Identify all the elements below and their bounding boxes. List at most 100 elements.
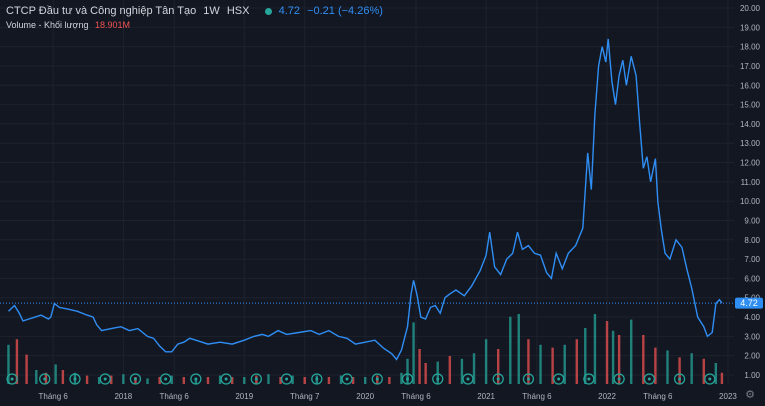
- interval[interactable]: 1W: [203, 5, 220, 17]
- event-marker-dot: [285, 377, 289, 381]
- volume-bar: [702, 358, 705, 384]
- event-marker-ring: [99, 373, 111, 385]
- x-tick-label: 2020: [356, 392, 374, 401]
- volume-bar: [714, 363, 718, 384]
- volume-bar: [617, 335, 621, 384]
- y-tick-label: 3.00: [744, 332, 760, 341]
- event-marker-icon: [583, 373, 595, 385]
- volume-bar: [54, 364, 57, 384]
- x-tick-label: 2021: [477, 392, 495, 401]
- y-tick-label: 16.00: [740, 81, 761, 90]
- event-marker-dot: [133, 377, 137, 381]
- volume-bar: [351, 377, 355, 384]
- x-axis: Tháng 6 2018 Tháng 6 2019 Tháng 7 2020 Tháng 6…: [39, 392, 738, 401]
- volume-bar: [35, 370, 38, 384]
- volume-bar: [400, 372, 403, 384]
- volume-bar: [563, 344, 566, 384]
- volume-bar: [388, 377, 391, 384]
- volume-bar: [509, 316, 512, 384]
- market-status-icon: [264, 7, 272, 15]
- volume-bar: [15, 339, 19, 384]
- event-marker-dot: [43, 377, 47, 381]
- volume-bar: [363, 377, 367, 384]
- event-marker-icon: [39, 373, 51, 385]
- volume-bar: [230, 377, 234, 384]
- volume-bar: [605, 321, 609, 384]
- volume-bar: [218, 375, 222, 384]
- volume-bar: [25, 354, 28, 384]
- last-price: 4.72: [278, 5, 300, 17]
- volume-bar: [206, 377, 210, 384]
- event-marker-icon: [673, 373, 686, 385]
- event-marker-ring: [311, 373, 323, 385]
- event-marker-icon: [190, 373, 202, 385]
- event-marker-dot: [678, 377, 682, 381]
- event-marker-dot: [496, 377, 500, 381]
- event-marker-ring: [462, 373, 474, 385]
- event-marker-icon: [250, 373, 263, 385]
- volume-bar: [122, 374, 125, 384]
- event-marker-ring: [371, 373, 383, 385]
- event-marker-icon: [462, 373, 474, 385]
- settings-gear-icon[interactable]: ⚙: [745, 389, 755, 401]
- event-marker-dot: [708, 377, 712, 381]
- event-marker-ring: [583, 373, 595, 385]
- event-marker-ring: [341, 373, 353, 385]
- symbol-name[interactable]: CTCP Đầu tư và Công nghiệp Tân Tạo: [6, 5, 197, 17]
- y-tick-label: 4.00: [744, 313, 760, 322]
- volume-bar: [472, 353, 476, 384]
- volume-bar: [436, 361, 439, 384]
- event-marker-dot: [557, 377, 561, 381]
- x-tick-label: Tháng 7: [290, 392, 320, 401]
- event-marker-ring: [250, 373, 263, 385]
- y-tick-label: 17.00: [740, 62, 761, 71]
- volume-bar: [666, 350, 669, 384]
- volume-bar: [170, 375, 173, 384]
- volume-bar: [484, 339, 488, 384]
- event-marker-dot: [224, 377, 228, 381]
- event-marker-dot: [315, 377, 319, 381]
- x-tick-label: Tháng 6: [643, 392, 673, 401]
- event-marker-icon: [129, 373, 142, 385]
- volume-bar: [424, 363, 427, 384]
- volume-bar: [7, 344, 10, 384]
- y-tick-label: 6.00: [744, 274, 760, 283]
- volume-bar: [517, 314, 520, 384]
- symbol-legend: CTCP Đầu tư và Công nghiệp Tân Tạo 1W HS…: [6, 5, 387, 17]
- y-tick-label: 12.00: [740, 159, 761, 168]
- volume-label: Volume - Khối lượng: [6, 20, 89, 30]
- event-marker-ring: [39, 373, 51, 385]
- x-tick-label: Tháng 6: [522, 392, 552, 401]
- event-marker-dot: [103, 377, 107, 381]
- price-line: [8, 38, 723, 361]
- volume-bar: [584, 328, 587, 384]
- volume-bar: [327, 377, 331, 384]
- event-marker-dot: [587, 377, 591, 381]
- event-marker-dot: [647, 377, 651, 381]
- event-marker-dot: [436, 377, 440, 381]
- event-marker-icon: [553, 373, 565, 385]
- y-tick-label: 18.00: [740, 43, 761, 52]
- volume-bar: [279, 377, 282, 384]
- volume-bar: [85, 375, 89, 384]
- event-marker-ring: [704, 373, 716, 385]
- x-tick-label: 2018: [114, 392, 132, 401]
- event-marker-dot: [73, 377, 77, 381]
- volume-legend: Volume - Khối lượng 18.901M: [6, 20, 130, 30]
- volume-bar: [575, 339, 579, 384]
- x-tick-label: 2023: [719, 392, 737, 401]
- event-marker-ring: [190, 373, 202, 385]
- event-marker-icon: [341, 373, 353, 385]
- volume-bar: [448, 356, 452, 384]
- volume-value: 18.901M: [94, 20, 131, 30]
- volume-bar: [654, 347, 657, 384]
- volume-bar: [303, 377, 306, 384]
- volume-bar: [642, 335, 645, 384]
- event-marker-dot: [617, 377, 621, 381]
- y-tick-label: 2.00: [744, 352, 760, 361]
- y-tick-label: 7.00: [744, 255, 760, 264]
- x-tick-label: Tháng 6: [401, 392, 431, 401]
- event-marker-dot: [345, 377, 349, 381]
- event-marker-ring: [613, 373, 625, 385]
